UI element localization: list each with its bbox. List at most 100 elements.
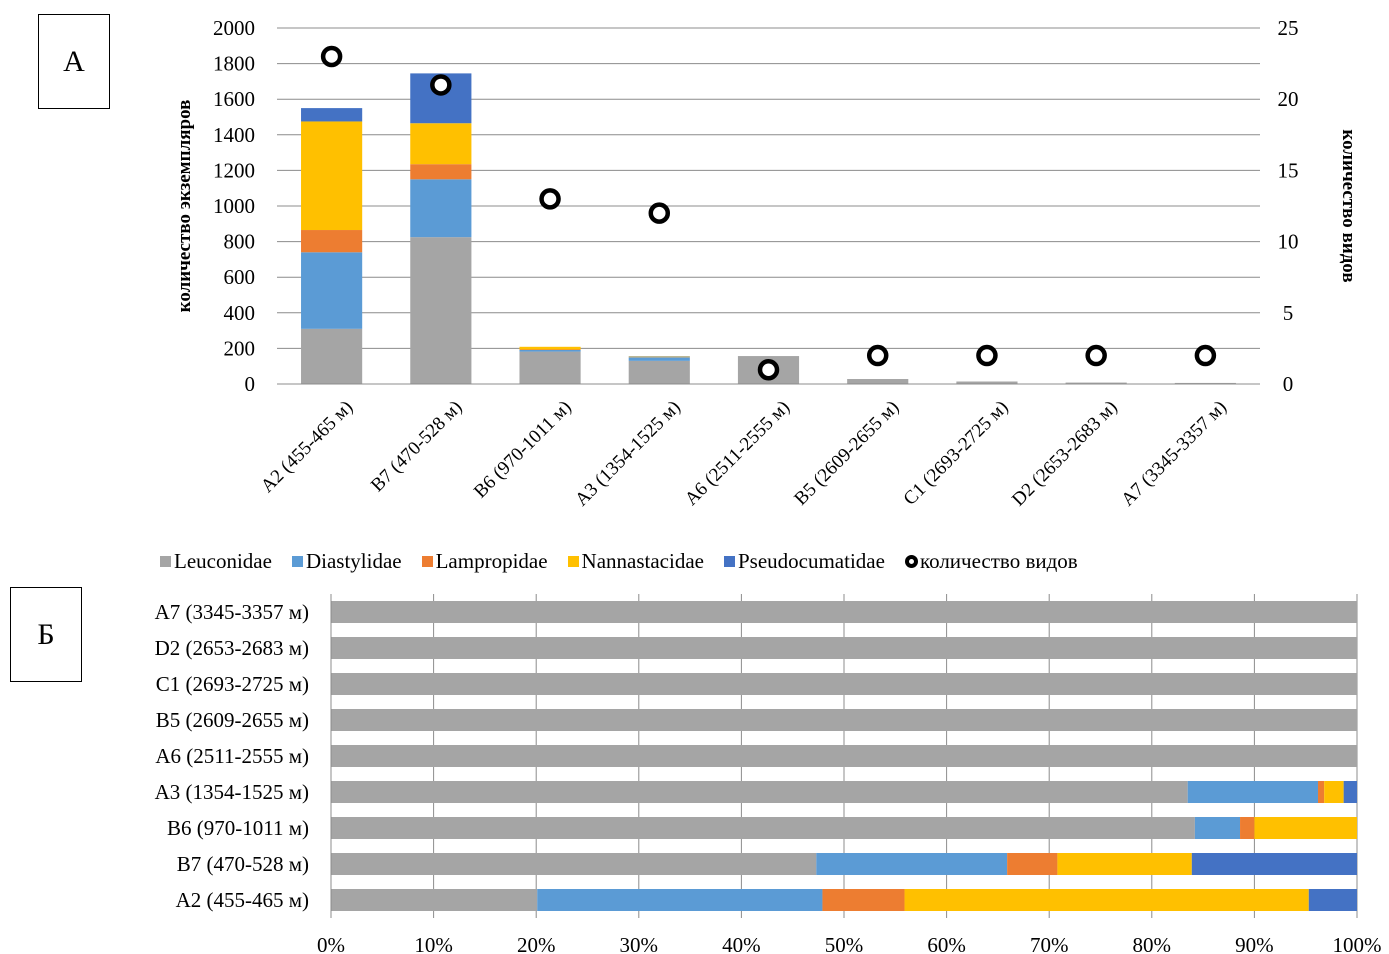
x-tick-label: 80%: [1133, 933, 1172, 954]
bar-segment-leuconidae: [1065, 382, 1127, 384]
bar-segment-nannastacidae: [1057, 853, 1192, 875]
species-count-point: [648, 202, 671, 224]
bar-segment-leuconidae: [301, 328, 363, 384]
y-right-tick-label: 10: [1278, 230, 1299, 254]
y-right-tick-label: 20: [1278, 87, 1299, 111]
bar-segment-lampropidae: [1318, 781, 1325, 803]
y-tick-label: B7 (470-528 м): [177, 852, 309, 876]
y-axis-title: количество экземпляров: [174, 100, 195, 313]
legend-item-pseudocumatidae: Pseudocumatidae: [723, 549, 885, 574]
y-right-tick-label: 0: [1283, 372, 1294, 396]
y-tick-label: C1 (2693-2725 м): [156, 672, 309, 696]
y-tick-label: 1800: [213, 52, 255, 76]
y-right-tick-label: 25: [1278, 16, 1299, 40]
x-tick-label: A6 (2511-2555 м): [681, 397, 794, 510]
x-tick-label: 90%: [1235, 933, 1274, 954]
bar-segment-nannastacidae: [628, 356, 690, 358]
y-right-tick-label: 5: [1283, 301, 1294, 325]
y-tick-label: 400: [224, 301, 256, 325]
x-tick-label: A2 (455-465 м): [257, 397, 357, 497]
bar-segment-diastylidae: [537, 889, 823, 911]
x-tick-label: 20%: [517, 933, 556, 954]
y-tick-label: 200: [224, 336, 256, 360]
y-tick-label: A2 (455-465 м): [176, 888, 309, 912]
legend: Leuconidae Diastylidae Lampropidae Nanna…: [160, 549, 1078, 574]
bar-segment-nannastacidae: [904, 889, 1309, 911]
bar-segment-lampropidae: [822, 889, 905, 911]
panel-a-label-box: А: [38, 14, 110, 109]
bar-segment-nannastacidae: [301, 121, 363, 231]
bar-segment-pseudocumatidae: [1308, 889, 1357, 911]
x-tick-label: 40%: [722, 933, 761, 954]
bar-segment-lampropidae: [301, 230, 363, 253]
bar-segment-diastylidae: [628, 357, 690, 361]
legend-item-species: количество видов: [904, 549, 1078, 574]
bar-segment-diastylidae: [519, 350, 581, 352]
bar-segment-diastylidae: [1194, 817, 1241, 839]
legend-swatch-lampropidae: [421, 556, 433, 567]
bar-segment-lampropidae: [410, 164, 472, 180]
bar-segment-diastylidae: [410, 179, 472, 238]
x-tick-label: 10%: [414, 933, 453, 954]
y-tick-label: A6 (2511-2555 м): [155, 744, 309, 768]
y-tick-label: 2000: [213, 16, 255, 40]
bar-segment-leuconidae: [331, 673, 1357, 695]
legend-swatch-pseudocumatidae: [723, 556, 735, 567]
bar-segment-pseudocumatidae: [1191, 853, 1357, 875]
species-count-point: [866, 344, 889, 367]
x-tick-label: 60%: [927, 933, 966, 954]
legend-item-leuconidae: Leuconidae: [160, 549, 272, 574]
panel-b-label-box: Б: [10, 587, 82, 682]
legend-label-diastylidae: Diastylidae: [305, 549, 402, 573]
y-tick-label: B6 (970-1011 м): [167, 816, 309, 840]
bar-segment-diastylidae: [1187, 781, 1319, 803]
bar-segment-leuconidae: [956, 381, 1018, 384]
legend-swatch-leuconidae: [160, 556, 171, 567]
bar-segment-leuconidae: [519, 351, 581, 384]
species-count-point: [320, 45, 343, 68]
bar-segment-leuconidae: [331, 853, 817, 875]
y-tick-label: A7 (3345-3357 м): [155, 600, 309, 624]
species-count-point: [430, 74, 452, 96]
bar-segment-diastylidae: [816, 853, 1008, 875]
panel-a-label: А: [63, 44, 85, 78]
bar-segment-nannastacidae: [1324, 781, 1344, 803]
bar-segment-nannastacidae: [410, 123, 472, 165]
bar-segment-leuconidae: [331, 889, 538, 911]
legend-item-nannastacidae: Nannastacidae: [567, 549, 704, 574]
bar-segment-nannastacidae: [1254, 817, 1357, 839]
y-tick-label: A3 (1354-1525 м): [155, 780, 309, 804]
legend-marker-species: [904, 555, 918, 568]
y-tick-label: 800: [224, 230, 256, 254]
bar-segment-lampropidae: [1240, 817, 1255, 839]
legend-swatch-diastylidae: [291, 556, 303, 567]
x-tick-label: A7 (3345-3357 м): [1117, 397, 1231, 511]
x-tick-label: 70%: [1030, 933, 1069, 954]
bar-segment-pseudocumatidae: [1343, 781, 1357, 803]
y-tick-label: 0: [245, 372, 256, 396]
legend-label-species: количество видов: [919, 549, 1078, 573]
bar-segment-leuconidae: [847, 379, 909, 384]
species-count-point: [1085, 344, 1107, 367]
y-tick-label: B5 (2609-2655 м): [156, 708, 309, 732]
y-tick-label: 1000: [213, 194, 255, 218]
legend-item-lampropidae: Lampropidae: [421, 549, 548, 574]
x-tick-label: B7 (470-528 м): [367, 397, 466, 496]
bar-segment-lampropidae: [1007, 853, 1058, 875]
bar-segment-pseudocumatidae: [301, 108, 363, 122]
bar-segment-leuconidae: [331, 637, 1357, 659]
y-right-tick-label: 15: [1278, 158, 1299, 182]
x-tick-label: A3 (1354-1525 м): [571, 397, 685, 511]
x-tick-label: 100%: [1333, 933, 1382, 954]
y-tick-label: D2 (2653-2683 м): [155, 636, 309, 660]
legend-label-lampropidae: Lampropidae: [435, 549, 548, 573]
x-tick-label: C1 (2693-2725 м): [900, 397, 1013, 510]
species-count-point: [976, 344, 998, 367]
bar-segment-leuconidae: [331, 781, 1188, 803]
bar-segment-nannastacidae: [519, 346, 581, 350]
bar-segment-leuconidae: [331, 709, 1357, 731]
species-count-point: [757, 359, 780, 381]
bar-segment-leuconidae: [1174, 382, 1236, 384]
y-tick-label: 1200: [213, 158, 255, 182]
